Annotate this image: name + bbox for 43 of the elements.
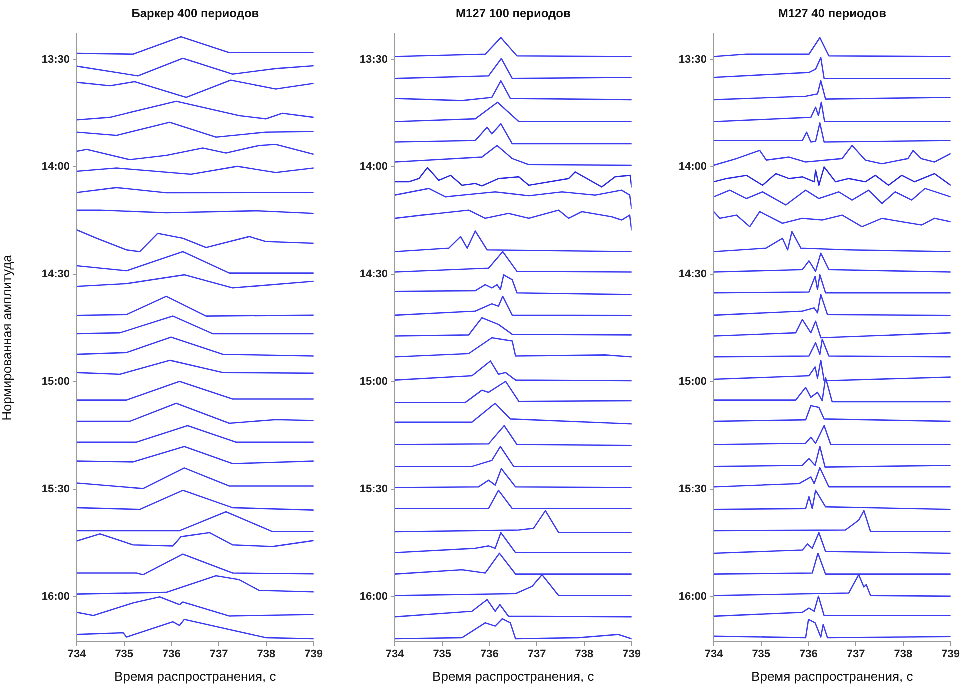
x-tick-label: 739 (622, 648, 642, 661)
x-tick-label: 735 (433, 648, 452, 661)
y-tick-label: 15:00 (360, 376, 388, 388)
y-tick-label: 16:00 (360, 590, 388, 603)
chart-title: M127 40 периодов (778, 6, 886, 20)
y-tick-label: 14:30 (42, 268, 70, 281)
x-tick-label: 737 (210, 648, 228, 661)
x-tick-label: 738 (257, 648, 276, 661)
y-tick-label: 15:00 (678, 376, 707, 388)
y-tick-label: 13:30 (42, 54, 70, 66)
y-tick-label: 16:00 (678, 590, 707, 603)
y-tick-label: 14:30 (678, 268, 707, 281)
x-tick-label: 734 (386, 648, 406, 661)
x-tick-label: 735 (752, 648, 771, 661)
y-tick-label: 14:00 (360, 161, 388, 174)
y-axis-title: Нормированная амплитуда (0, 254, 14, 421)
chart-title: Баркер 400 периодов (132, 6, 260, 20)
y-tick-label: 15:30 (678, 483, 707, 496)
x-tick-label: 739 (304, 648, 324, 661)
x-tick-label: 737 (528, 648, 546, 661)
x-tick-label: 739 (942, 648, 960, 661)
y-tick-label: 15:30 (360, 483, 388, 496)
x-tick-label: 734 (68, 648, 88, 661)
y-tick-label: 13:30 (360, 54, 388, 66)
y-tick-label: 16:00 (42, 590, 70, 603)
y-tick-label: 15:00 (42, 376, 70, 388)
x-tick-label: 736 (162, 648, 181, 661)
chart-title: M127 100 периодов (456, 6, 571, 20)
y-tick-label: 14:30 (360, 268, 388, 281)
x-axis-title: Время распространения, с (752, 668, 914, 684)
x-axis-title: Время распространения, с (114, 668, 277, 684)
x-tick-label: 735 (115, 648, 134, 661)
y-tick-label: 13:30 (678, 54, 707, 66)
x-tick-label: 738 (575, 648, 594, 661)
x-tick-label: 734 (704, 648, 724, 661)
x-tick-label: 737 (846, 648, 866, 661)
y-tick-label: 14:00 (678, 161, 707, 174)
y-tick-label: 15:30 (42, 483, 70, 496)
x-tick-label: 738 (894, 648, 913, 661)
x-tick-label: 736 (480, 648, 499, 661)
y-tick-label: 14:00 (42, 161, 70, 174)
x-axis-title: Время распространения, с (432, 668, 595, 684)
x-tick-label: 736 (800, 648, 818, 661)
